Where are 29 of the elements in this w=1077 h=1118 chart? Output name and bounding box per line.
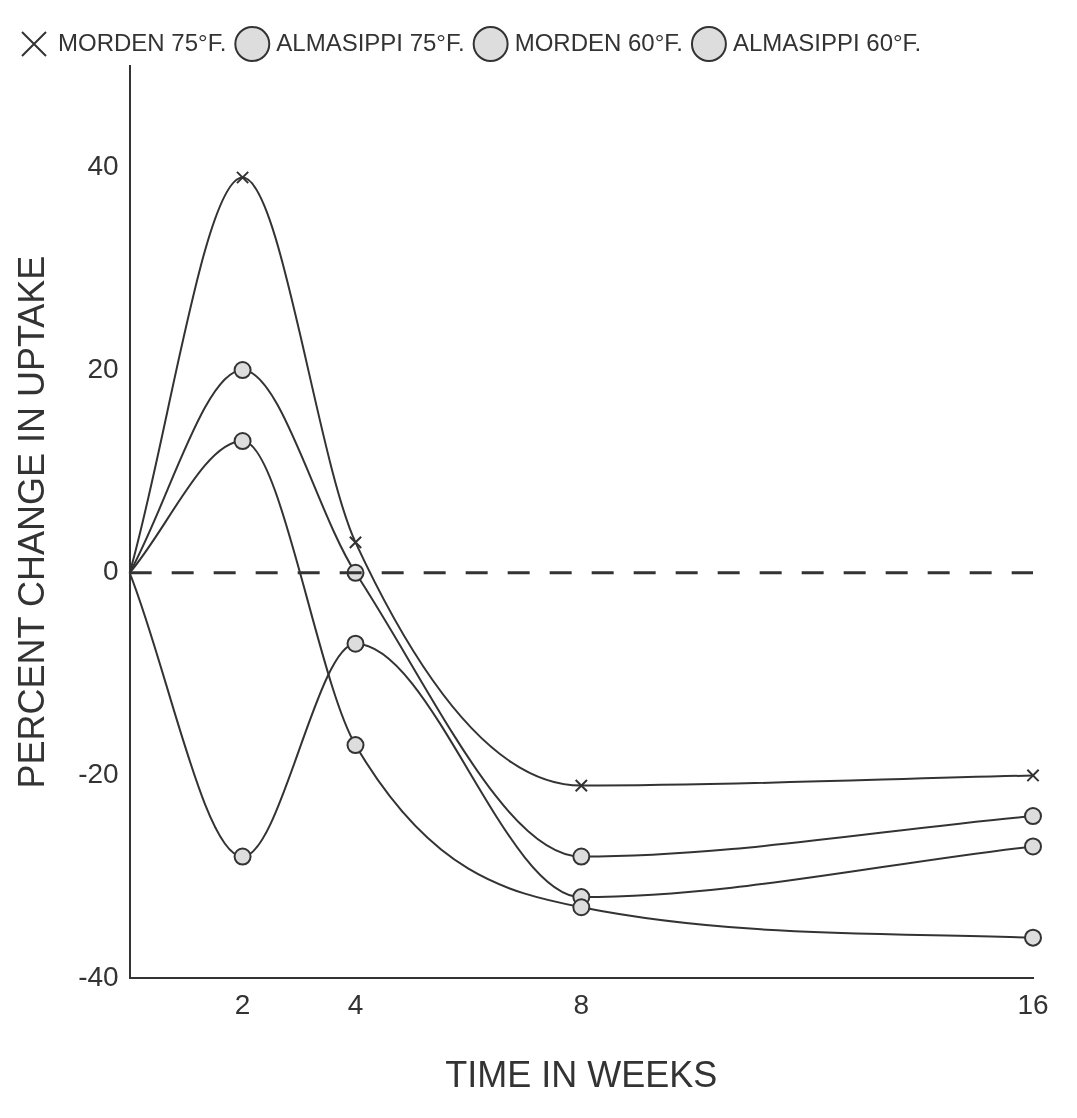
point [233, 361, 252, 380]
point [572, 898, 591, 917]
point [348, 535, 363, 550]
legend-label: MORDEN 75°F. [58, 28, 227, 56]
point [346, 736, 365, 755]
point [1024, 837, 1042, 856]
legend-label: ALMASIPPI 60°F. [732, 28, 922, 56]
legend-label: MORDEN 60°F. [514, 28, 683, 56]
y-tick-label: 20 [87, 352, 119, 384]
y-tick-label: -20 [78, 758, 119, 790]
point [572, 847, 591, 866]
point [1026, 768, 1040, 783]
y-tick-label: 0 [103, 555, 119, 587]
point [1024, 807, 1042, 826]
y-tick-label: -40 [78, 960, 119, 992]
point [574, 778, 588, 793]
x-tick-label: 4 [347, 988, 364, 1020]
point [233, 847, 252, 866]
point [235, 170, 250, 185]
x-tick-label: 2 [234, 988, 251, 1020]
point [233, 432, 252, 451]
x-tick-label: 16 [1017, 988, 1049, 1020]
point [346, 634, 365, 653]
point [1024, 928, 1042, 947]
y-axis-title: PERCENT CHANGE IN UPTAKE [10, 255, 52, 789]
x-axis-title: TIME IN WEEKS [445, 1054, 718, 1096]
legend-label: ALMASIPPI 75°F. [276, 28, 465, 56]
x-tick-label: 8 [573, 988, 590, 1020]
y-tick-label: 40 [87, 150, 119, 182]
